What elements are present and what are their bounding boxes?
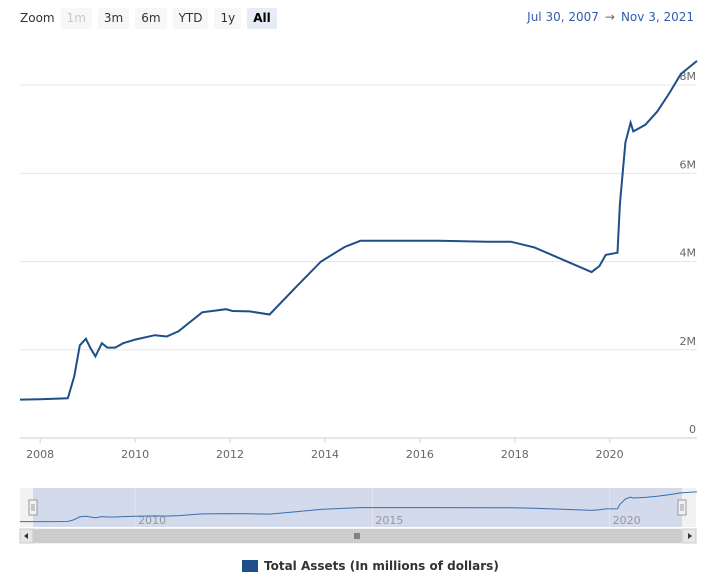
range-from[interactable]: Jul 30, 2007 [527,10,599,24]
navigator-series-line [20,491,698,523]
navigator-right-handle[interactable] [677,499,687,516]
y-axis: 0 2M 4M 6M 8M [680,70,697,436]
y-tick-label: 6M [680,158,697,171]
y-tick-label: 0 [689,423,696,436]
y-tick-label: 4M [680,247,697,260]
x-axis: 2008 2010 2012 2014 2016 2018 2020 [26,438,624,461]
y-tick-label: 8M [680,70,697,83]
x-tick-label: 2016 [406,448,434,461]
zoom-label: Zoom [20,11,55,25]
range-arrow: → [604,10,615,24]
scrollbar[interactable] [19,528,697,544]
scroll-left-arrow-icon [24,533,28,539]
x-tick-label: 2012 [216,448,244,461]
x-tick-label: 2008 [26,448,54,461]
series-line-total-assets [19,60,698,401]
zoom-6m-button[interactable]: 6m [135,7,167,29]
range-to[interactable]: Nov 3, 2021 [620,10,694,24]
zoom-1m-button[interactable]: 1m [60,7,92,29]
x-tick-label: 2010 [121,448,149,461]
scroll-right-arrow-icon [688,533,692,539]
zoom-all-button[interactable]: All [247,7,277,29]
navigator-grid: 2010 2015 2020 [134,488,641,527]
navigator-left-handle[interactable] [28,499,38,516]
navigator-tick-label: 2015 [375,514,403,527]
y-tick-label: 2M [680,335,697,348]
date-range-display: Jul 30, 2007 → Nov 3, 2021 [527,10,694,24]
zoom-toolbar: Zoom 1m 3m 6m YTD 1y All [20,7,283,29]
navigator-tick-label: 2010 [138,514,166,527]
grid-lines [20,84,697,439]
zoom-1y-button[interactable]: 1y [214,7,242,29]
x-tick-label: 2014 [311,448,339,461]
legend-label: Total Assets (In millions of dollars) [264,559,499,573]
legend[interactable]: Total Assets (In millions of dollars) [242,559,499,573]
x-tick-label: 2020 [596,448,624,461]
x-tick-label: 2018 [501,448,529,461]
navigator-tick-label: 2020 [613,514,641,527]
zoom-ytd-button[interactable]: YTD [172,7,209,29]
zoom-3m-button[interactable]: 3m [97,7,130,29]
legend-swatch [242,560,258,572]
